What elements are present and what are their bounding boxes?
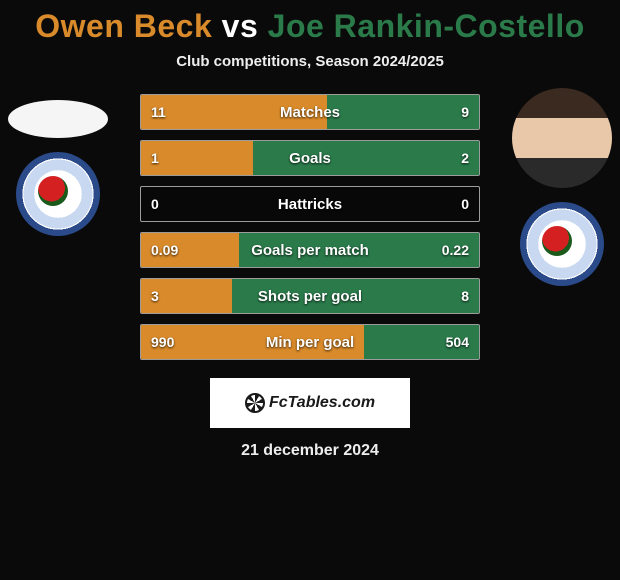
stat-value-left: 3 (141, 288, 211, 304)
stat-row: 11Matches9 (140, 94, 480, 130)
left-player-column (8, 88, 108, 236)
date-text: 21 december 2024 (0, 442, 620, 460)
vs-text: vs (222, 8, 259, 44)
comparison-content: 11Matches9 1Goals2 0Hattricks0 0.09Goals pe… (0, 88, 620, 460)
stat-value-right: 9 (409, 104, 479, 120)
subtitle: Club competitions, Season 2024/2025 (0, 53, 620, 70)
stat-label: Hattricks (211, 196, 409, 213)
stat-value-left: 1 (141, 150, 211, 166)
stat-label: Matches (211, 104, 409, 121)
ball-icon (245, 393, 265, 413)
stat-value-right: 0 (409, 196, 479, 212)
left-player-avatar (8, 100, 108, 138)
stat-row: 0Hattricks0 (140, 186, 480, 222)
watermark: FcTables.com (210, 378, 410, 428)
stat-value-right: 504 (409, 334, 479, 350)
stat-row: 3Shots per goal8 (140, 278, 480, 314)
stat-label: Goals per match (211, 242, 409, 259)
stat-value-right: 0.22 (409, 242, 479, 258)
stat-value-left: 11 (141, 104, 211, 120)
stat-label: Min per goal (211, 334, 409, 351)
stat-value-left: 990 (141, 334, 211, 350)
watermark-text: FcTables.com (269, 394, 375, 412)
right-club-crest (520, 202, 604, 286)
stat-row: 1Goals2 (140, 140, 480, 176)
stat-value-left: 0 (141, 196, 211, 212)
player-right-name: Joe Rankin-Costello (268, 8, 585, 44)
stat-value-right: 2 (409, 150, 479, 166)
stats-table: 11Matches9 1Goals2 0Hattricks0 0.09Goals pe… (140, 88, 480, 360)
stat-row: 990Min per goal504 (140, 324, 480, 360)
right-player-column (512, 88, 612, 286)
stat-label: Goals (211, 150, 409, 167)
player-left-name: Owen Beck (35, 8, 212, 44)
left-club-crest (16, 152, 100, 236)
right-player-avatar (512, 88, 612, 188)
page-title: Owen Beck vs Joe Rankin-Costello (0, 0, 620, 45)
stat-row: 0.09Goals per match0.22 (140, 232, 480, 268)
stat-value-left: 0.09 (141, 242, 211, 258)
stat-value-right: 8 (409, 288, 479, 304)
stat-label: Shots per goal (211, 288, 409, 305)
